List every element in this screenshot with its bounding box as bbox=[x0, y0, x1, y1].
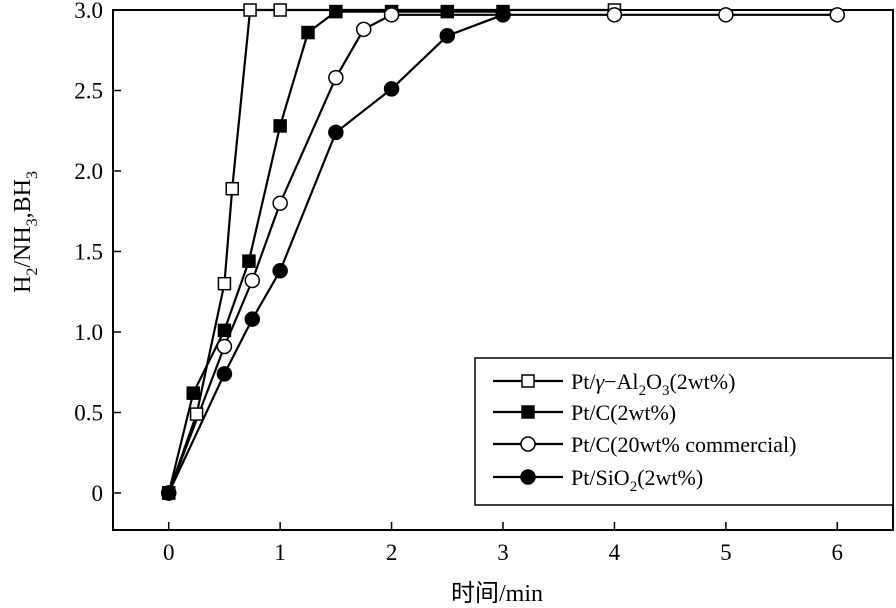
legend-text-part: O bbox=[646, 369, 662, 394]
legend-text-subscript: 2 bbox=[630, 479, 638, 495]
data-point-series-1 bbox=[242, 254, 256, 268]
legend: Pt/γ−Al2O3(2wt%) Pt/C(2wt%) Pt/C(20wt% c… bbox=[474, 357, 894, 506]
legend-entry-pt-c-commercial: Pt/C(20wt% commercial) bbox=[571, 432, 796, 457]
y-axis-title-subscript: 3 bbox=[24, 218, 41, 226]
data-point-series-2 bbox=[244, 272, 261, 289]
data-point-series-0 bbox=[273, 3, 287, 17]
x-tick-label: 3 bbox=[497, 540, 509, 565]
x-tick-label: 6 bbox=[832, 540, 844, 565]
data-point-series-1 bbox=[273, 119, 287, 133]
legend-marker-sample bbox=[520, 436, 536, 452]
data-point-series-2 bbox=[328, 69, 344, 86]
legend-text-subscript: 3 bbox=[662, 383, 670, 399]
legend-entry-pt-sio2: Pt/SiO2(2wt%) bbox=[571, 465, 703, 495]
data-point-series-3 bbox=[328, 124, 344, 141]
data-point-series-0 bbox=[217, 276, 232, 291]
data-point-series-3 bbox=[216, 366, 233, 382]
data-point-series-3 bbox=[495, 7, 511, 23]
y-axis-title: H2/NH3,BH3 bbox=[10, 171, 41, 293]
data-point-series-1 bbox=[217, 323, 232, 338]
legend-text-part: (2wt%) bbox=[669, 369, 735, 394]
series-line-3 bbox=[167, 13, 504, 494]
y-tick-label: 0.5 bbox=[74, 400, 103, 425]
x-tick-label: 2 bbox=[386, 540, 398, 565]
x-tick-label: 1 bbox=[274, 540, 286, 565]
data-point-series-1 bbox=[440, 4, 455, 19]
data-point-series-1 bbox=[301, 25, 315, 40]
y-axis-title-subscript: 2 bbox=[24, 268, 41, 276]
x-tick-label: 0 bbox=[163, 540, 175, 565]
legend-text-part: Pt/SiO bbox=[571, 465, 630, 490]
legend-text-subscript: 2 bbox=[639, 383, 647, 399]
data-point-series-3 bbox=[439, 28, 456, 44]
data-point-series-3 bbox=[383, 81, 400, 97]
axis-ticks: 0 1 2 3 4 5 600.51.01.52.02.53.0 bbox=[74, 0, 843, 565]
legend-samples bbox=[493, 374, 563, 485]
legend-text-part: (2wt%) bbox=[637, 465, 703, 490]
y-axis-title-part: ,BH bbox=[10, 179, 36, 218]
data-point-series-2 bbox=[829, 7, 846, 23]
legend-entry-pt-al2o3: Pt/γ−Al2O3(2wt%) bbox=[571, 369, 735, 399]
y-tick-label: 0 bbox=[92, 481, 104, 506]
x-axis-title: 时间/min bbox=[451, 580, 543, 607]
legend-text-part: Pt/ bbox=[571, 369, 596, 394]
legend-text-greek: γ bbox=[595, 369, 605, 394]
y-axis-title-subscript: 3 bbox=[24, 171, 41, 179]
y-tick-label: 3.0 bbox=[74, 0, 103, 23]
data-point-series-2 bbox=[272, 195, 288, 211]
legend-box bbox=[474, 357, 894, 506]
x-tick-label: 4 bbox=[609, 540, 621, 565]
data-point-series-0 bbox=[225, 181, 239, 196]
legend-entry-pt-c-2wt: Pt/C(2wt%) bbox=[571, 400, 676, 425]
data-point-series-3 bbox=[272, 263, 288, 279]
y-tick-label: 2.0 bbox=[74, 159, 103, 184]
legend-marker-sample bbox=[521, 374, 535, 388]
y-axis-title-part: /NH bbox=[10, 226, 36, 267]
data-point-series-0 bbox=[189, 407, 204, 421]
data-point-series-0 bbox=[243, 3, 257, 17]
data-point-series-1 bbox=[329, 4, 343, 19]
data-point-series-3 bbox=[160, 485, 177, 501]
legend-marker-sample bbox=[521, 405, 535, 419]
x-tick-label: 5 bbox=[720, 540, 732, 565]
y-tick-label: 1.5 bbox=[74, 239, 103, 264]
data-point-series-2 bbox=[383, 7, 400, 23]
data-point-series-2 bbox=[355, 21, 372, 38]
data-point-series-1 bbox=[186, 386, 200, 400]
y-tick-label: 2.5 bbox=[74, 78, 103, 103]
y-axis-title-part: H bbox=[10, 276, 36, 293]
data-point-series-2 bbox=[718, 7, 734, 23]
data-point-series-2 bbox=[606, 7, 623, 23]
series-layer bbox=[160, 3, 846, 501]
data-point-series-3 bbox=[244, 311, 261, 327]
data-point-series-2 bbox=[216, 338, 233, 355]
legend-marker-sample bbox=[520, 469, 536, 485]
y-tick-label: 1.0 bbox=[74, 320, 103, 345]
legend-text-part: −Al bbox=[604, 369, 638, 394]
series-line-1 bbox=[167, 10, 503, 494]
